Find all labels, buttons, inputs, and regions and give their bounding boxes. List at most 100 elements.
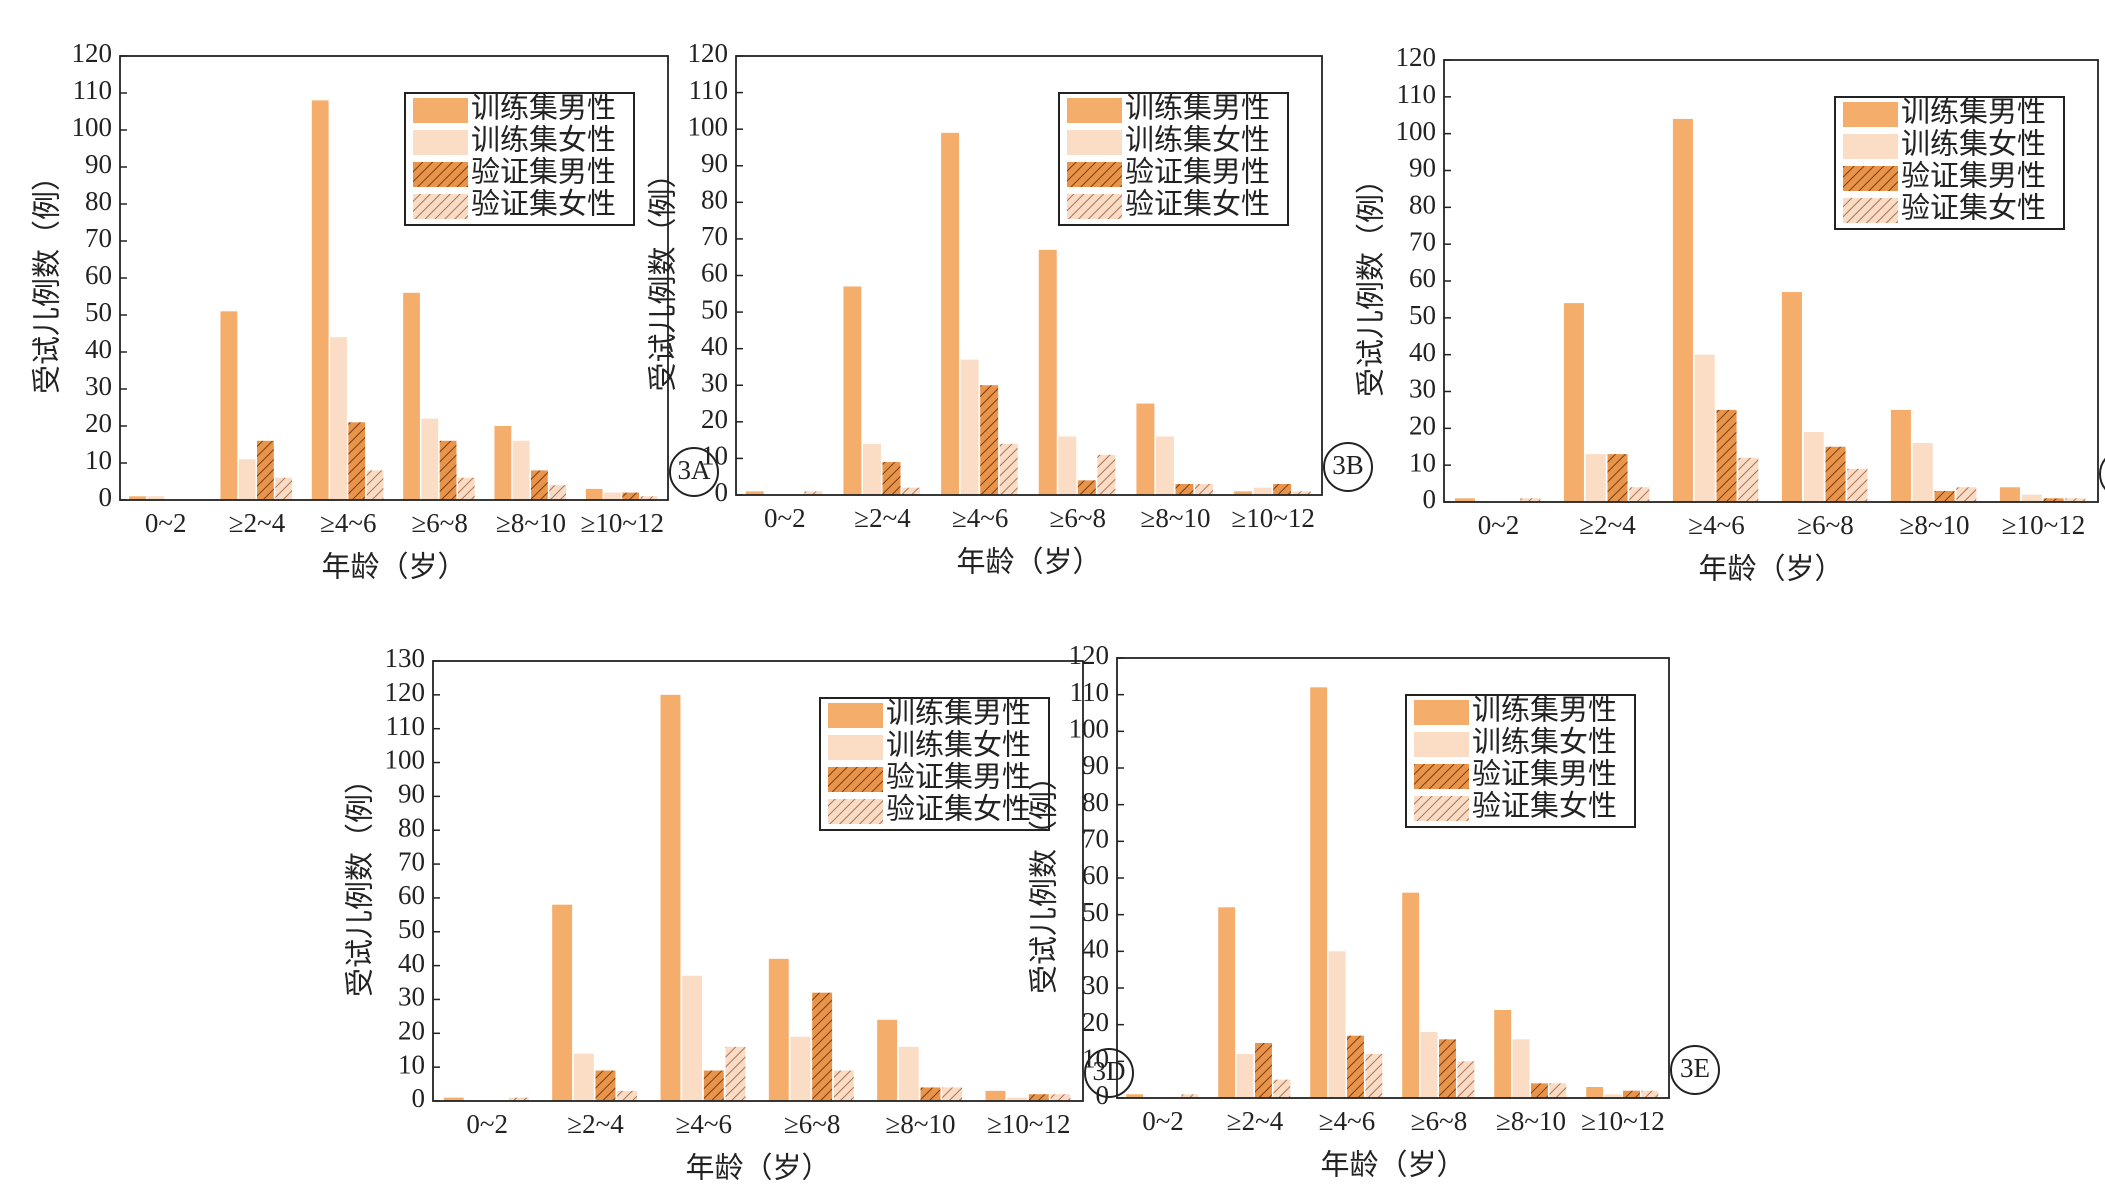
plot-frame bbox=[1443, 59, 2099, 503]
y-tick-label: 0 bbox=[1423, 484, 1437, 514]
y-tick-label: 60 bbox=[85, 260, 112, 290]
bar bbox=[1672, 118, 1693, 502]
y-tick-label: 30 bbox=[1082, 970, 1109, 1000]
bar bbox=[902, 487, 921, 495]
legend-swatch bbox=[1067, 98, 1122, 123]
bar bbox=[1273, 484, 1292, 495]
panel-label-circle bbox=[669, 447, 719, 497]
bar bbox=[660, 694, 681, 1101]
legend-label: 验证集女性 bbox=[1901, 192, 2046, 225]
x-tick-label: ≥2~4 bbox=[1227, 1106, 1284, 1136]
bar bbox=[985, 1090, 1006, 1101]
y-tick-label: 110 bbox=[1070, 677, 1110, 707]
x-tick-label: ≥10~12 bbox=[1581, 1106, 1664, 1136]
y-tick-label: 110 bbox=[689, 75, 729, 105]
bar bbox=[980, 385, 999, 495]
bar bbox=[1234, 491, 1253, 495]
legend-label: 训练集女性 bbox=[886, 729, 1031, 762]
y-axis-label: 受试儿例数（例） bbox=[344, 765, 377, 997]
x-tick-label: ≥8~10 bbox=[496, 508, 566, 538]
x-tick-label: ≥2~4 bbox=[567, 1109, 624, 1139]
panel-label-circle bbox=[1323, 442, 1373, 492]
y-tick-label: 90 bbox=[1409, 153, 1436, 183]
y-tick-label: 20 bbox=[701, 404, 728, 434]
bar bbox=[512, 440, 530, 500]
bar bbox=[421, 418, 439, 500]
legend-swatch bbox=[828, 799, 883, 824]
legend-swatch bbox=[1067, 162, 1122, 187]
bar bbox=[725, 1046, 746, 1101]
x-tick-label: ≥10~12 bbox=[581, 508, 664, 538]
legend-label: 训练集女性 bbox=[471, 124, 616, 157]
x-tick-label: ≥2~4 bbox=[1579, 510, 1636, 540]
bar bbox=[617, 1090, 638, 1101]
bar bbox=[999, 443, 1018, 495]
bar bbox=[1890, 409, 1911, 502]
y-tick-label: 40 bbox=[1409, 337, 1436, 367]
bar bbox=[703, 1070, 724, 1101]
bar bbox=[311, 100, 329, 501]
bar bbox=[1273, 1079, 1291, 1098]
legend-swatch bbox=[1843, 166, 1898, 191]
panel-label-circle bbox=[1670, 1045, 1720, 1095]
x-tick-label: ≥6~8 bbox=[1050, 503, 1106, 533]
plot-frame bbox=[432, 660, 1084, 1102]
y-tick-label: 10 bbox=[398, 1049, 425, 1079]
legend-label: 验证集男性 bbox=[471, 156, 616, 189]
y-tick-label: 60 bbox=[1409, 263, 1436, 293]
bar bbox=[1077, 480, 1096, 495]
x-tick-label: ≥10~12 bbox=[987, 1109, 1070, 1139]
x-tick-label: ≥8~10 bbox=[1900, 510, 1970, 540]
bar bbox=[330, 337, 347, 500]
y-tick-label: 60 bbox=[398, 880, 425, 910]
bar bbox=[595, 1070, 616, 1101]
bar bbox=[1607, 454, 1628, 502]
x-axis-label: 年龄（岁） bbox=[1320, 1149, 1465, 1182]
bar bbox=[1347, 1035, 1364, 1098]
legend-label: 验证集男性 bbox=[1901, 160, 2046, 193]
bar bbox=[640, 496, 658, 500]
bar bbox=[1365, 1054, 1383, 1098]
x-tick-label: 0~2 bbox=[1478, 510, 1520, 540]
bar bbox=[745, 491, 764, 495]
legend-swatch bbox=[1414, 796, 1469, 821]
x-tick-label: ≥4~6 bbox=[320, 508, 376, 538]
bar bbox=[2021, 494, 2042, 502]
y-tick-label: 70 bbox=[85, 223, 112, 253]
y-tick-label: 70 bbox=[1082, 824, 1109, 854]
bar bbox=[1402, 892, 1420, 1098]
bar bbox=[238, 459, 256, 500]
panel-label: 3A bbox=[678, 455, 712, 485]
y-tick-label: 30 bbox=[701, 367, 728, 397]
y-tick-label: 80 bbox=[1409, 190, 1436, 220]
y-tick-label: 0 bbox=[412, 1083, 426, 1113]
bar bbox=[1912, 443, 1933, 502]
legend-swatch bbox=[1067, 130, 1122, 155]
y-tick-label: 120 bbox=[1396, 42, 1437, 72]
y-tick-label: 60 bbox=[1082, 860, 1109, 890]
bar bbox=[585, 488, 603, 500]
bar bbox=[1181, 1094, 1199, 1098]
bar bbox=[1050, 1094, 1071, 1101]
legend-label: 验证集男性 bbox=[886, 761, 1031, 794]
legend-swatch bbox=[413, 98, 468, 123]
bar bbox=[1155, 436, 1174, 495]
y-tick-label: 80 bbox=[398, 812, 425, 842]
x-tick-label: 0~2 bbox=[764, 503, 806, 533]
bar bbox=[1563, 303, 1584, 502]
legend-swatch bbox=[1414, 732, 1469, 757]
y-tick-label: 50 bbox=[85, 297, 112, 327]
y-tick-label: 0 bbox=[1096, 1080, 1110, 1110]
bar bbox=[552, 904, 573, 1101]
y-tick-label: 110 bbox=[73, 75, 113, 105]
legend-swatch bbox=[828, 767, 883, 792]
chart-panel: 0 10 20 30 40 50 60 70 80 90 100 110 120 0~2 ≥2~4 ≥4~6 ≥… bbox=[1028, 640, 1720, 1182]
bar bbox=[1716, 409, 1737, 502]
y-tick-label: 30 bbox=[85, 371, 112, 401]
bar bbox=[882, 462, 901, 495]
bar bbox=[1629, 487, 1650, 502]
bar bbox=[439, 440, 457, 500]
y-tick-label: 40 bbox=[398, 948, 425, 978]
legend-swatch bbox=[1843, 102, 1898, 127]
y-tick-label: 70 bbox=[1409, 226, 1436, 256]
